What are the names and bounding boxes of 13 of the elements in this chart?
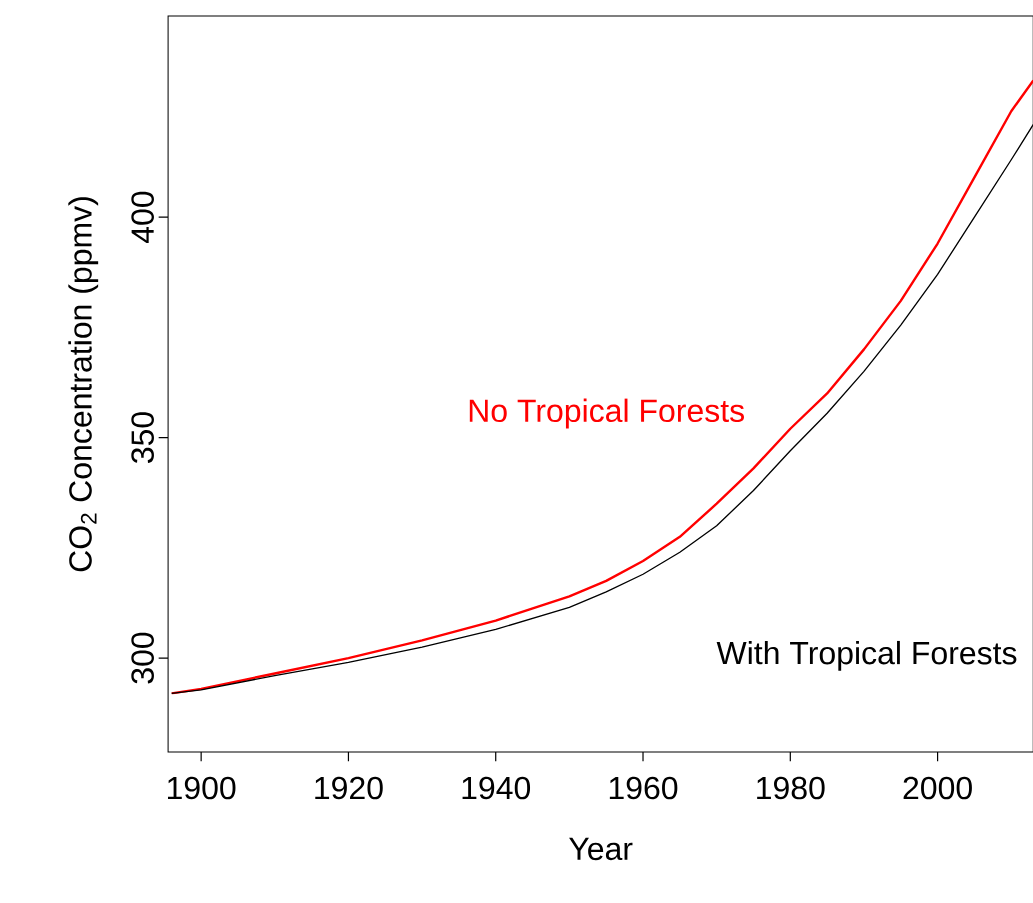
x-tick-label: 1920 [315,776,383,800]
y-axis-title: CO$_{2}$ Concentration (ppmv) [68,197,99,572]
y-tick-label: 300 [131,632,154,684]
y-tick-label: 400 [131,191,154,244]
x-tick-label: 2000 [903,776,972,800]
x-tick-label: 1980 [757,776,825,800]
x-tick-label: 1900 [168,776,236,800]
x-tick-label: 1960 [609,776,678,800]
y-tick-label: 350 [131,412,154,464]
series-label: No Tropical Forests [469,398,744,429]
text: With Tropical Forests [716,640,1017,671]
x-axis-title: Year [569,837,633,861]
x-tick-label: 1940 [462,776,531,800]
